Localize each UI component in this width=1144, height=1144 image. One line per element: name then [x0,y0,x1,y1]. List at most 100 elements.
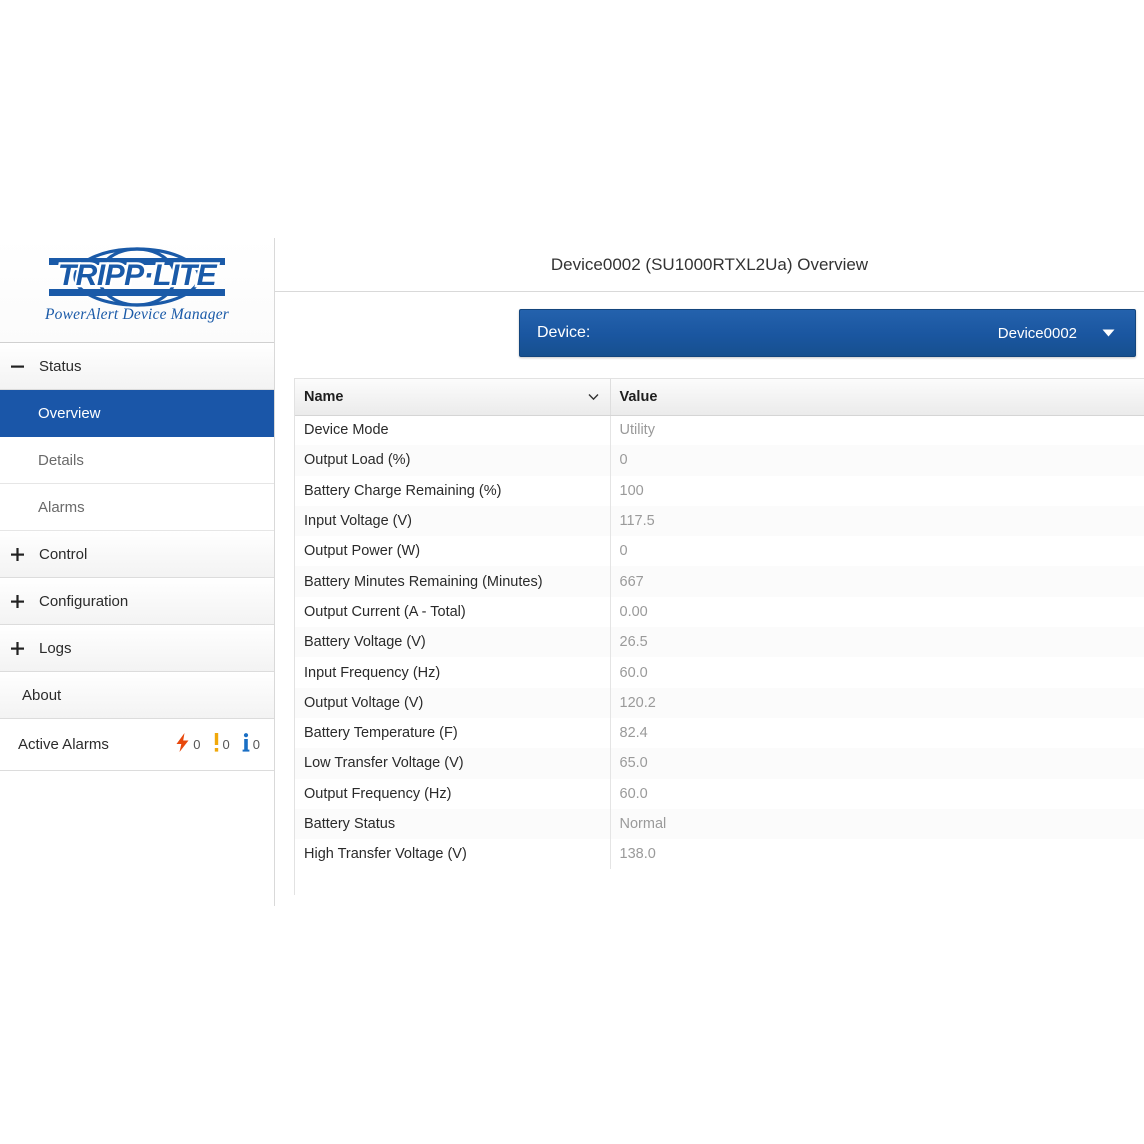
table-cell-value: Normal [610,808,1144,840]
table-cell-value: 0 [610,445,1144,476]
poweralert-app: TRIPP·LITE PowerAlert Device Manager Sta… [0,238,1144,906]
alarm-info-group[interactable]: 0 [242,733,260,756]
table-row[interactable]: Output Load (%) 0 [295,445,1144,476]
status-table-body: Device Mode Utility Output Load (%) 0 Batter… [295,415,1144,870]
status-table: Name Value Device Mode Utility Output Load… [294,378,1144,895]
table-cell-name: Device Mode [295,415,611,446]
plus-icon [0,594,34,609]
sidebar-item-about-label: About [22,686,62,704]
table-row[interactable]: Input Frequency (Hz) 60.0 [295,657,1144,688]
alarm-warning-count: 0 [222,737,230,752]
info-icon [242,733,250,756]
table-cell-value: 117.5 [610,505,1144,537]
table-cell-name: Input Frequency (Hz) [295,657,611,688]
tripp-lite-logo: TRIPP·LITE [37,246,237,308]
table-row[interactable]: High Transfer Voltage (V) 138.0 [295,839,1144,870]
sidebar-section-status-label: Status [39,357,82,375]
brand-subtitle: PowerAlert Device Manager [44,306,230,323]
table-cell-value: 138.0 [619,846,656,863]
chevron-down-icon[interactable] [587,393,599,400]
sidebar-section-control-label: Control [39,545,88,563]
sidebar-item-details-label: Details [38,451,84,469]
chevron-down-icon[interactable] [1099,329,1125,337]
sidebar-item-overview[interactable]: Overview [0,390,274,437]
table-row[interactable]: Output Frequency (Hz) 60.0 [295,778,1144,809]
column-header-value[interactable]: Value [610,379,1144,416]
column-header-name-label: Name [304,388,344,405]
brand-header: TRIPP·LITE PowerAlert Device Manager [0,238,274,343]
table-cell-name: Battery Voltage (V) [295,627,611,658]
table-cell-name: Output Current (A - Total) [295,596,611,628]
table-cell-value: 26.5 [610,627,1144,658]
alarm-critical-count: 0 [193,737,201,752]
status-table-grid: Name Value Device Mode Utility Output Load… [295,379,1144,870]
table-row[interactable]: Battery Minutes Remaining (Minutes) 667 [295,566,1144,597]
alarm-warning-group[interactable]: 0 [213,733,230,756]
table-header-row: Name Value [295,379,1144,416]
table-cell-name: Battery Status [295,808,611,840]
page-header: Device0002 (SU1000RTXL2Ua) Overview [275,238,1144,292]
table-cell-name: Output Power (W) [295,536,611,567]
table-row[interactable]: Battery Status Normal [295,808,1144,840]
alarm-info-count: 0 [252,737,260,752]
table-cell-name: High Transfer Voltage (V) [295,839,611,870]
plus-icon [0,641,34,656]
exclamation-icon [213,733,220,756]
table-cell-value: 0.00 [619,603,648,620]
main-content: Device0002 (SU1000RTXL2Ua) Overview Devi… [275,238,1144,906]
sidebar-item-details[interactable]: Details [0,437,274,484]
table-cell-name: Battery Charge Remaining (%) [295,475,611,506]
table-row[interactable]: Input Voltage (V) 117.5 [295,505,1144,537]
table-cell-name: Input Voltage (V) [295,505,611,537]
table-row[interactable]: Low Transfer Voltage (V) 65.0 [295,748,1144,779]
table-cell-value: 82.4 [619,725,648,742]
device-selector-value: Device0002 [997,324,1077,342]
lightning-bolt-icon [175,733,190,756]
table-cell-name: Low Transfer Voltage (V) [295,748,611,779]
table-cell-name: Battery Minutes Remaining (Minutes) [295,566,611,597]
alarm-critical-group[interactable]: 0 [175,733,201,756]
table-cell-name: Output Load (%) [295,445,611,476]
device-selector[interactable]: Device: Device0002 [519,309,1136,357]
table-cell-value: 667 [610,566,1144,597]
table-cell-value: 65.0 [610,748,1144,779]
status-table-head: Name Value [295,379,1144,416]
table-cell-name: Output Frequency (Hz) [295,778,611,809]
sidebar-section-status[interactable]: Status [0,343,274,390]
table-cell-value: 60.0 [619,785,648,802]
sidebar-item-about[interactable]: About [0,672,274,719]
table-cell-value: 60.0 [619,664,648,681]
table-row[interactable]: Battery Charge Remaining (%) 100 [295,475,1144,506]
table-row[interactable]: Battery Voltage (V) 26.5 [295,627,1144,658]
sidebar-section-control[interactable]: Control [0,531,274,578]
minus-icon [0,359,34,374]
plus-icon [0,547,34,562]
table-row[interactable]: Battery Temperature (F) 82.4 [295,717,1144,749]
table-row[interactable]: Device Mode Utility [295,415,1144,446]
table-cell-value: Utility [619,422,655,439]
sidebar-item-overview-label: Overview [38,404,101,422]
table-cell-value: 0 [619,543,628,560]
tripp-lite-logo-icon: TRIPP·LITE [49,247,225,307]
sidebar-section-configuration[interactable]: Configuration [0,578,274,625]
sidebar-item-alarms-label: Alarms [38,498,85,516]
sidebar-section-logs[interactable]: Logs [0,625,274,672]
svg-text:TRIPP·LITE: TRIPP·LITE [58,259,218,292]
table-row[interactable]: Output Voltage (V) 120.2 [295,687,1144,718]
active-alarms-label: Active Alarms [18,736,109,753]
sidebar-section-logs-label: Logs [39,639,72,657]
sidebar: TRIPP·LITE PowerAlert Device Manager Sta… [0,238,275,906]
device-selector-wrap: Device: Device0002 [275,292,1144,357]
sidebar-item-alarms[interactable]: Alarms [0,484,274,531]
table-row[interactable]: Output Power (W) 0 [295,536,1144,567]
page-title: Device0002 (SU1000RTXL2Ua) Overview [550,254,869,274]
sidebar-section-configuration-label: Configuration [39,592,129,610]
active-alarms-row: Active Alarms 0 0 0 [0,719,274,771]
device-selector-label: Device: [537,324,591,341]
table-row[interactable]: Output Current (A - Total) 0.00 [295,596,1144,628]
table-cell-name: Output Voltage (V) [295,687,611,718]
table-cell-name: Battery Temperature (F) [295,717,611,749]
table-cell-value: 120.2 [610,687,1144,718]
column-header-value-label: Value [619,388,658,405]
column-header-name[interactable]: Name [295,379,611,416]
